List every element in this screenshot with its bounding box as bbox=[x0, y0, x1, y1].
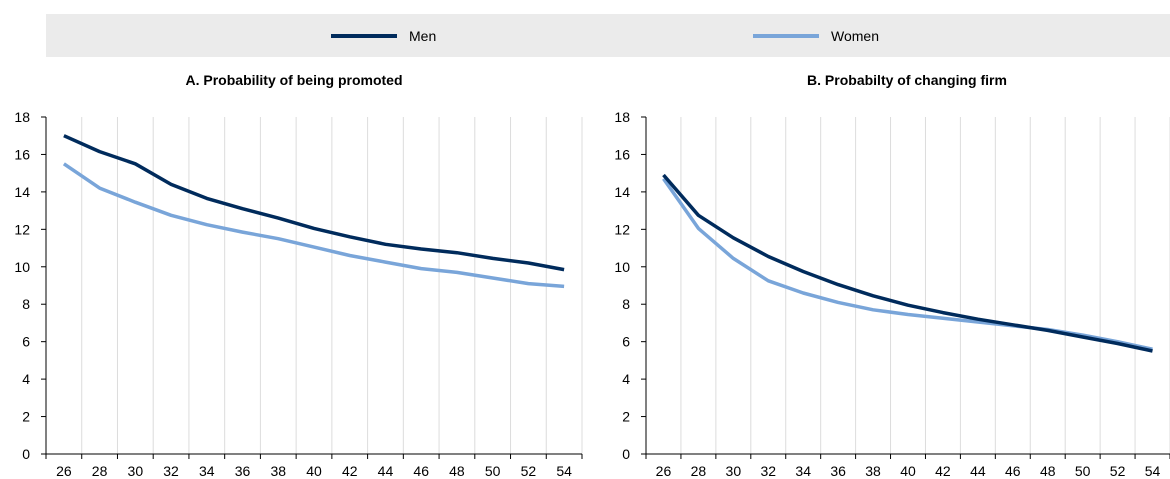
legend-item-men: Men bbox=[331, 14, 436, 57]
legend-label-women: Women bbox=[831, 27, 879, 44]
panel-b-y-tick-label: 4 bbox=[622, 371, 630, 387]
panel-b-x-tick-label: 52 bbox=[1110, 463, 1126, 479]
panel-b-y-tick-label: 2 bbox=[622, 409, 630, 425]
panel-a-y-tick-label: 12 bbox=[14, 221, 30, 237]
panel-b-x-tick-label: 30 bbox=[726, 463, 742, 479]
panel-a-x-tick-label: 30 bbox=[128, 463, 144, 479]
panel-a-y-tick-label: 8 bbox=[22, 296, 30, 312]
panel-a-x-tick-label: 26 bbox=[56, 463, 72, 479]
panel-a-title: A. Probability of being promoted bbox=[186, 72, 403, 88]
panel-b-x-tick-label: 38 bbox=[865, 463, 881, 479]
panel-b-x-tick-label: 40 bbox=[900, 463, 916, 479]
panel-b-series-line-men bbox=[662, 173, 1153, 353]
panel-a-series-line-women bbox=[62, 162, 565, 289]
panel-a-x-tick-label: 50 bbox=[485, 463, 501, 479]
panel-a-x-tick-label: 32 bbox=[163, 463, 179, 479]
panel-a-y-tick-label: 18 bbox=[14, 109, 30, 125]
panel-a-y-tick-label: 14 bbox=[14, 184, 30, 200]
legend-label-men: Men bbox=[409, 27, 437, 44]
panel-a-x-tick-label: 42 bbox=[342, 463, 358, 479]
panel-a-y-tick-label: 0 bbox=[22, 446, 30, 462]
panel-b-x-tick-label: 50 bbox=[1075, 463, 1091, 479]
panel-b-x-tick-label: 46 bbox=[1005, 463, 1021, 479]
panel-a-y-tick-label: 2 bbox=[22, 409, 30, 425]
panel-b-y-tick-label: 14 bbox=[614, 184, 630, 200]
panel-b-x-tick-label: 34 bbox=[795, 463, 811, 479]
panel-a-x-tick-label: 48 bbox=[449, 463, 465, 479]
panel-b-x-tick-label: 26 bbox=[656, 463, 672, 479]
chart-legend: Men Women bbox=[46, 14, 1170, 57]
panel-a-x-tick-label: 36 bbox=[235, 463, 251, 479]
panel-b-y-tick-label: 16 bbox=[614, 146, 630, 162]
panel-b-y-tick-label: 10 bbox=[614, 259, 630, 275]
panel-a-series-line-men bbox=[63, 134, 565, 272]
panel-a-x-tick-label: 54 bbox=[556, 463, 572, 479]
panel-a-x-tick-label: 34 bbox=[199, 463, 215, 479]
panel-a-y-tick-label: 16 bbox=[14, 146, 30, 162]
panel-a-y-tick-label: 10 bbox=[14, 259, 30, 275]
legend-swatch-men bbox=[331, 33, 397, 38]
panel-b-x-tick-label: 44 bbox=[970, 463, 986, 479]
panel-b-x-tick-label: 54 bbox=[1145, 463, 1161, 479]
panel-b-x-tick-label: 42 bbox=[935, 463, 951, 479]
panel-b-y-tick-label: 6 bbox=[622, 334, 630, 350]
panel-a-x-tick-label: 52 bbox=[521, 463, 537, 479]
panel-a-x-tick-label: 46 bbox=[413, 463, 429, 479]
panel-a-x-tick-label: 38 bbox=[270, 463, 286, 479]
panel-b-x-tick-label: 48 bbox=[1040, 463, 1056, 479]
panel-a-x-tick-label: 40 bbox=[306, 463, 322, 479]
panel-b-y-tick-label: 8 bbox=[622, 296, 630, 312]
panel-b-x-tick-label: 28 bbox=[691, 463, 707, 479]
panel-b-x-tick-label: 32 bbox=[760, 463, 776, 479]
panel-b-title: B. Probabilty of changing firm bbox=[807, 72, 1007, 88]
panel-b-y-tick-label: 18 bbox=[614, 109, 630, 125]
legend-item-women: Women bbox=[753, 14, 879, 57]
legend-swatch-women bbox=[753, 33, 819, 38]
panel-a-y-tick-label: 4 bbox=[22, 371, 30, 387]
panel-b-series-line-women bbox=[662, 177, 1153, 351]
panel-a-x-tick-label: 44 bbox=[378, 463, 394, 479]
panel-b-y-tick-label: 0 bbox=[622, 446, 630, 462]
panel-a-y-tick-label: 6 bbox=[22, 334, 30, 350]
panel-b-x-tick-label: 36 bbox=[830, 463, 846, 479]
panel-a-x-tick-label: 28 bbox=[92, 463, 108, 479]
panel-b-y-tick-label: 12 bbox=[614, 221, 630, 237]
